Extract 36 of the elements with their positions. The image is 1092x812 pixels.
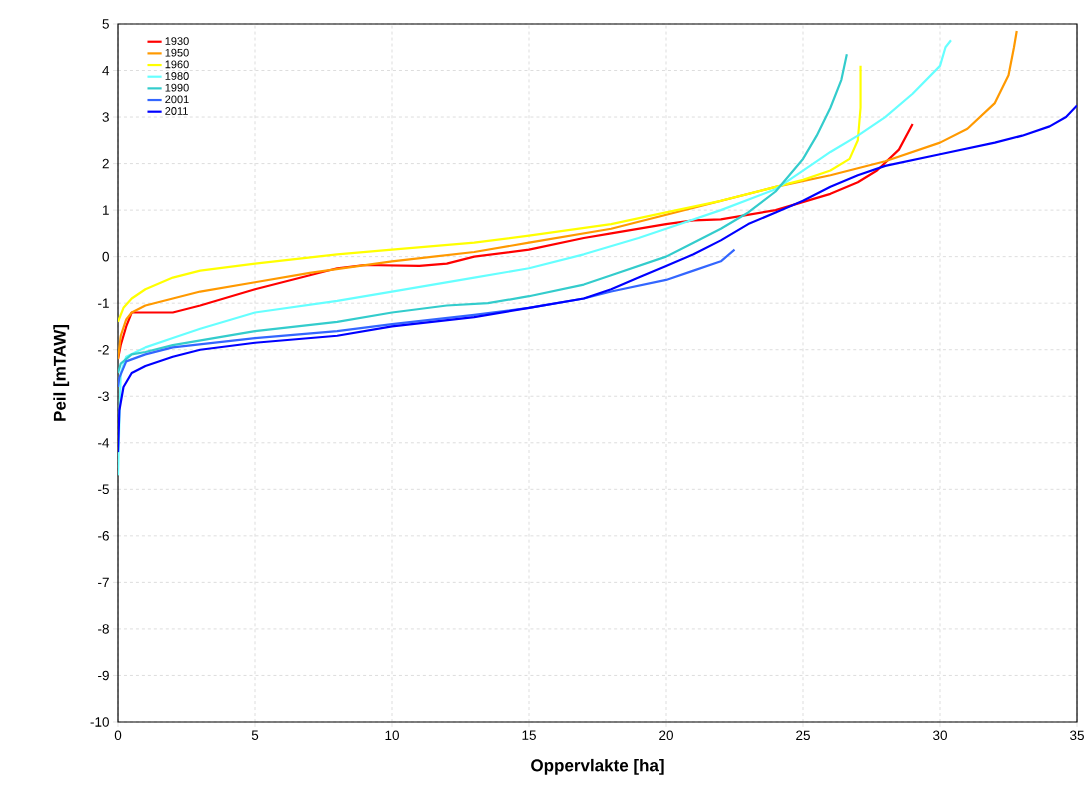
x-tick-label: 0 [114,730,122,741]
x-tick-label: 5 [251,730,259,740]
legend-label: 1980 [165,72,189,80]
line-series [118,104,1078,454]
y-tick-label: -9 [98,670,109,681]
legend-label: 1950 [165,48,189,57]
y-tick-label: -8 [98,624,109,634]
x-tick-label: 30 [933,730,947,741]
legend-label: 2011 [165,107,188,115]
x-tick-label: 35 [1070,730,1084,741]
y-tick-label: -4 [98,438,110,448]
y-tick-label: 1 [103,205,109,215]
y-tick-label: 2 [102,158,109,169]
x-tick-label: 10 [385,730,399,741]
y-tick-label: -6 [98,531,109,541]
y-tick-label: -7 [98,577,109,588]
x-tick-label: 20 [659,730,673,741]
y-axis-title: Peil [mTAW] [53,324,70,421]
legend-label: 1990 [165,83,189,92]
y-tick-label: 5 [102,19,109,29]
y-tick-label: 4 [102,65,110,76]
x-axis-title: Oppervlakte [ha] [531,758,664,775]
legend-label: 1930 [165,37,189,45]
legend-label: 2001 [165,95,189,104]
x-tick-label: 25 [796,730,810,741]
line-series [118,248,736,389]
legend-label: 1960 [165,60,189,69]
x-tick-label: 15 [522,730,536,740]
y-tick-label: -10 [90,717,109,727]
y-tick-label: 3 [102,112,109,122]
y-tick-label: -5 [98,484,109,495]
y-tick-label: 0 [102,251,109,262]
y-tick-label: -3 [98,391,109,402]
y-tick-label: -1 [98,298,109,308]
y-tick-label: -2 [98,345,109,355]
line-series [118,39,953,477]
